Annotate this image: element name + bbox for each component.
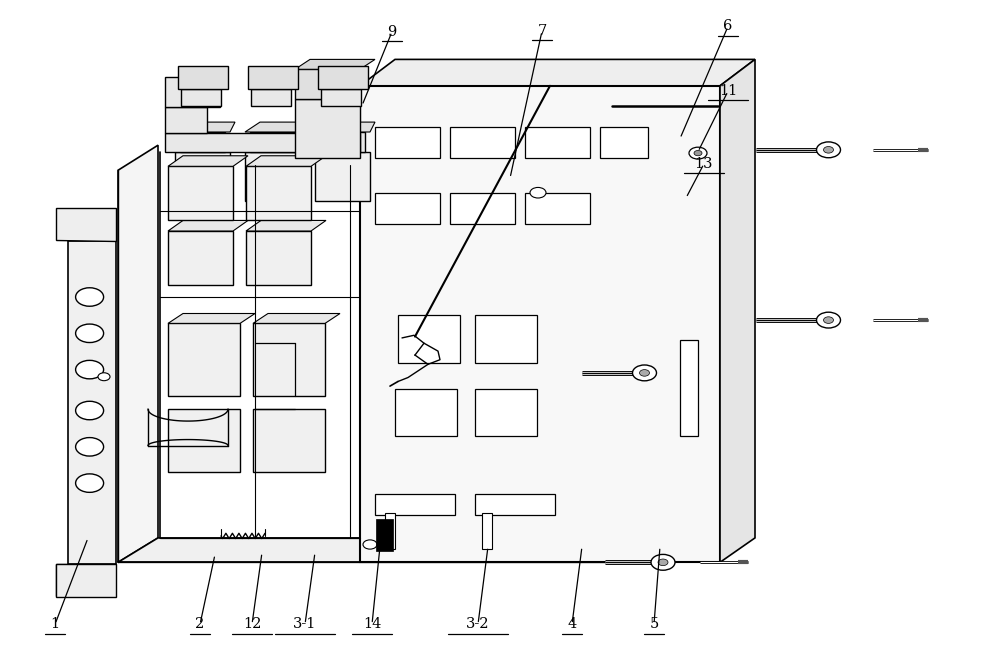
Circle shape xyxy=(824,147,834,153)
Polygon shape xyxy=(175,122,235,132)
Bar xyxy=(295,99,360,158)
Text: 1: 1 xyxy=(50,617,60,632)
Polygon shape xyxy=(168,156,248,166)
Bar xyxy=(180,132,225,152)
Circle shape xyxy=(816,142,840,158)
Text: 12: 12 xyxy=(243,617,261,632)
Circle shape xyxy=(651,554,675,570)
Bar xyxy=(165,133,360,152)
Bar xyxy=(680,340,698,436)
Bar xyxy=(253,409,325,472)
Circle shape xyxy=(658,559,668,566)
Bar xyxy=(250,132,295,152)
Polygon shape xyxy=(168,314,255,323)
Bar xyxy=(475,315,537,363)
Bar xyxy=(375,193,440,224)
Bar xyxy=(178,66,228,89)
Circle shape xyxy=(530,187,546,198)
Text: 4: 4 xyxy=(567,617,577,632)
Bar xyxy=(375,494,455,515)
Text: 14: 14 xyxy=(363,617,381,632)
Circle shape xyxy=(633,365,656,381)
Polygon shape xyxy=(295,59,375,69)
Bar xyxy=(450,127,515,158)
Polygon shape xyxy=(168,220,248,231)
Circle shape xyxy=(76,288,104,306)
Circle shape xyxy=(76,360,104,379)
Polygon shape xyxy=(245,122,305,132)
Bar xyxy=(175,152,230,201)
Bar xyxy=(320,132,365,152)
Text: 11: 11 xyxy=(719,84,737,98)
Polygon shape xyxy=(360,86,720,562)
Bar xyxy=(395,389,457,436)
Bar xyxy=(245,152,300,201)
Text: 13: 13 xyxy=(695,156,713,171)
Bar xyxy=(450,193,515,224)
Bar xyxy=(525,127,590,158)
Bar xyxy=(376,519,393,551)
Polygon shape xyxy=(720,59,755,562)
Bar xyxy=(165,77,220,107)
Bar xyxy=(56,564,116,597)
Bar xyxy=(385,513,395,549)
Circle shape xyxy=(816,312,840,328)
Bar xyxy=(600,127,648,158)
Polygon shape xyxy=(118,145,158,562)
Bar xyxy=(251,89,291,106)
Polygon shape xyxy=(56,564,116,596)
Bar xyxy=(295,69,360,99)
Polygon shape xyxy=(56,208,116,241)
Text: 6: 6 xyxy=(723,19,733,34)
Bar xyxy=(168,231,233,285)
Circle shape xyxy=(689,147,707,159)
Circle shape xyxy=(640,370,650,376)
Polygon shape xyxy=(360,59,755,86)
Bar xyxy=(475,389,537,436)
Circle shape xyxy=(694,150,702,156)
Bar xyxy=(318,66,368,89)
Polygon shape xyxy=(118,538,680,562)
Polygon shape xyxy=(253,314,340,323)
Polygon shape xyxy=(246,156,326,166)
Circle shape xyxy=(363,540,377,549)
Circle shape xyxy=(76,474,104,492)
Bar xyxy=(398,315,460,363)
Bar xyxy=(475,494,555,515)
Polygon shape xyxy=(315,122,375,132)
Bar xyxy=(168,409,240,472)
Bar xyxy=(246,166,311,220)
Bar xyxy=(68,241,116,564)
Bar xyxy=(246,231,311,285)
Bar xyxy=(253,323,325,396)
Bar xyxy=(482,513,492,549)
Text: 3-2: 3-2 xyxy=(466,617,490,632)
Text: 9: 9 xyxy=(387,24,397,39)
Text: 2: 2 xyxy=(195,617,205,632)
Bar xyxy=(168,166,233,220)
Text: 7: 7 xyxy=(537,24,547,38)
Bar xyxy=(165,107,207,133)
Text: 5: 5 xyxy=(649,617,659,632)
Circle shape xyxy=(76,401,104,420)
Circle shape xyxy=(98,373,110,381)
Bar xyxy=(168,323,240,396)
Polygon shape xyxy=(246,220,326,231)
Bar xyxy=(375,127,440,158)
Text: 3-1: 3-1 xyxy=(293,617,317,632)
Bar xyxy=(525,193,590,224)
Circle shape xyxy=(76,324,104,343)
Circle shape xyxy=(76,438,104,456)
Bar xyxy=(315,152,370,201)
Bar xyxy=(248,66,298,89)
Circle shape xyxy=(824,317,834,323)
Bar xyxy=(181,89,221,106)
Bar xyxy=(321,89,361,106)
